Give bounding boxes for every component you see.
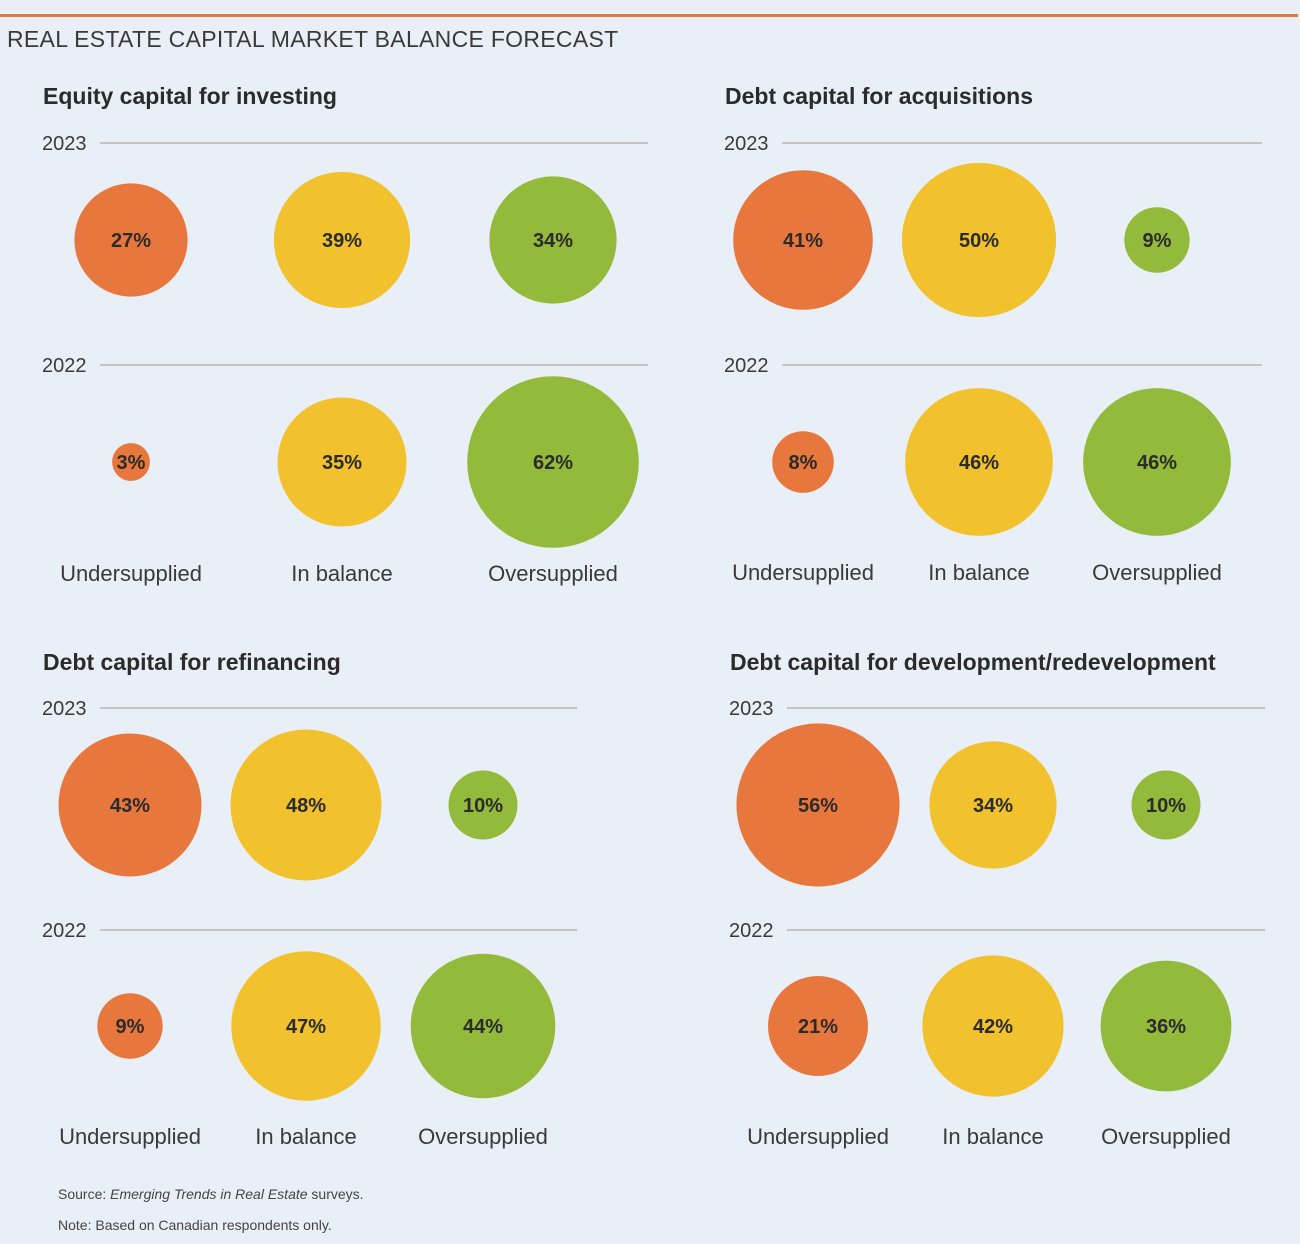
bubble	[97, 993, 163, 1059]
bubble-value-label: 3%	[117, 452, 146, 474]
series-year-label: 2023	[42, 133, 87, 155]
source-title: Emerging Trends in Real Estate	[110, 1186, 308, 1202]
bubble	[1083, 388, 1231, 536]
bubble-value-label: 9%	[1143, 230, 1172, 252]
bubble	[273, 171, 411, 309]
bubble-value-label: 46%	[959, 452, 999, 474]
chart-title: Equity capital for investing	[43, 83, 337, 109]
bubble-value-label: 35%	[322, 452, 362, 474]
bubble-value-label: 8%	[789, 452, 818, 474]
bubble	[410, 953, 556, 1099]
bubble	[1131, 770, 1201, 840]
bubble	[736, 723, 900, 887]
bubble-value-label: 10%	[463, 795, 503, 817]
bubble-value-label: 21%	[798, 1016, 838, 1038]
category-label: In balance	[291, 561, 393, 586]
category-label: Oversupplied	[1101, 1124, 1231, 1149]
chart-title: Debt capital for refinancing	[43, 649, 341, 675]
series-year-label: 2022	[42, 355, 87, 377]
series-year-label: 2023	[724, 133, 769, 155]
bubble	[230, 729, 382, 881]
bubble-value-label: 48%	[286, 795, 326, 817]
bubble-value-label: 10%	[1146, 795, 1186, 817]
source-note: Source: Emerging Trends in Real Estate s…	[58, 1186, 364, 1202]
bubble	[733, 170, 873, 310]
bubble-value-label: 9%	[116, 1016, 145, 1038]
bubble-value-label: 42%	[973, 1016, 1013, 1038]
source-prefix: Source:	[58, 1186, 111, 1202]
bubble-value-label: 46%	[1137, 452, 1177, 474]
note-text: Note: Based on Canadian respondents only…	[58, 1217, 332, 1233]
bubble	[768, 976, 868, 1076]
bubble-value-label: 47%	[286, 1016, 326, 1038]
bubble	[74, 183, 188, 297]
bubble-value-label: 34%	[533, 230, 573, 252]
bubble-value-label: 56%	[798, 795, 838, 817]
category-label: Undersupplied	[747, 1124, 889, 1149]
bubble	[1100, 960, 1232, 1092]
bubble	[489, 176, 617, 304]
bubble	[905, 388, 1053, 536]
top-accent-rule	[0, 14, 1298, 17]
bubble	[231, 951, 381, 1101]
category-label: In balance	[942, 1124, 1044, 1149]
category-label: In balance	[928, 560, 1030, 585]
series-year-label: 2022	[42, 920, 87, 942]
category-label: Undersupplied	[59, 1124, 201, 1149]
series-year-label: 2022	[724, 355, 769, 377]
bubble-value-label: 36%	[1146, 1016, 1186, 1038]
bubble	[467, 376, 639, 548]
series-year-label: 2023	[729, 698, 774, 720]
bubble-value-label: 34%	[973, 795, 1013, 817]
bubble-value-label: 62%	[533, 452, 573, 474]
bubble-value-label: 27%	[111, 230, 151, 252]
series-year-label: 2023	[42, 698, 87, 720]
bubble	[448, 770, 518, 840]
bubble-value-label: 43%	[110, 795, 150, 817]
category-label: In balance	[255, 1124, 357, 1149]
series-year-label: 2022	[729, 920, 774, 942]
chart-title: Debt capital for development/redevelopme…	[730, 649, 1216, 675]
bubble-value-label: 44%	[463, 1016, 503, 1038]
category-label: Oversupplied	[418, 1124, 548, 1149]
bubble	[112, 443, 150, 481]
category-label: Oversupplied	[1092, 560, 1222, 585]
bubble	[901, 162, 1057, 318]
bubble-value-label: 41%	[783, 230, 823, 252]
category-label: Oversupplied	[488, 561, 618, 586]
bubble-value-label: 39%	[322, 230, 362, 252]
bubble	[277, 397, 407, 527]
page-title: REAL ESTATE CAPITAL MARKET BALANCE FOREC…	[7, 26, 619, 52]
bubble	[1124, 207, 1190, 273]
bubble	[929, 741, 1057, 869]
category-label: Undersupplied	[732, 560, 874, 585]
bubble	[58, 733, 202, 877]
chart-title: Debt capital for acquisitions	[725, 83, 1033, 109]
source-suffix: surveys.	[307, 1186, 364, 1202]
bubble	[922, 955, 1064, 1097]
bubble	[772, 431, 834, 493]
bubble-value-label: 50%	[959, 230, 999, 252]
category-label: Undersupplied	[60, 561, 202, 586]
